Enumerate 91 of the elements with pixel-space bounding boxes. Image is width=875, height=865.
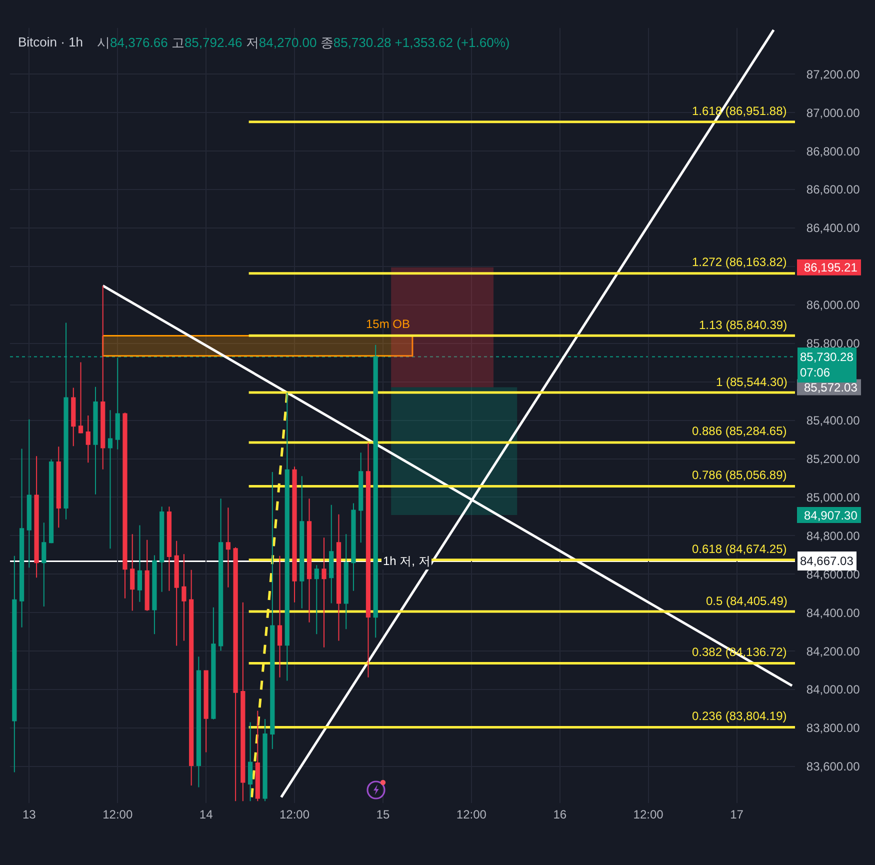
x-tick-label: 16 <box>553 807 567 822</box>
candlestick <box>248 722 253 802</box>
y-tick-label: 84,800.00 <box>806 528 860 543</box>
series-label: 1.13 (85,840.39) <box>699 318 788 332</box>
candlestick <box>270 472 275 750</box>
candlestick <box>26 418 32 568</box>
y-tick-label: 87,200.00 <box>806 67 860 82</box>
candlestick <box>34 456 39 578</box>
x-tick-label: 14 <box>199 807 214 822</box>
candlestick <box>100 285 106 470</box>
y-tick-label: 84,200.00 <box>806 644 860 658</box>
y-tick-label: 85,800.00 <box>806 336 860 351</box>
y-tick-label: 83,600.00 <box>806 760 860 774</box>
candlestick <box>262 718 268 802</box>
y2-tick-label: 84,907.30 <box>804 508 858 522</box>
y-tick-label: 85,200.00 <box>806 452 860 466</box>
x-tick-label: 15 <box>376 807 390 822</box>
candlestick <box>196 656 201 788</box>
candlestick <box>233 546 238 802</box>
candlestick <box>240 602 246 802</box>
candlestick <box>71 387 76 447</box>
candlestick <box>204 670 208 753</box>
y-tick-label: 86,400.00 <box>806 221 860 236</box>
candlestick <box>42 522 46 607</box>
candlestick <box>292 466 297 603</box>
y-tick-label: 84,400.00 <box>806 606 860 620</box>
x-tick-label: 12:00 <box>633 807 664 822</box>
candlestick <box>226 507 230 588</box>
y-tick-label: 86,600.00 <box>806 182 860 197</box>
candlestick <box>255 710 260 802</box>
candlestick <box>174 540 179 646</box>
y-tick-label: 87,000.00 <box>806 106 860 120</box>
candlestick <box>306 498 312 623</box>
candlestick <box>48 458 54 544</box>
y2-tick-label: 85,572.03 <box>804 380 858 394</box>
candlestick <box>344 534 348 630</box>
candlestick <box>314 564 319 635</box>
candlestick <box>152 554 157 635</box>
candlestick <box>166 506 172 592</box>
x-tick-label: 12:00 <box>280 807 310 822</box>
candlestick <box>358 452 364 544</box>
ref-line-label: 85,730.28 07:06 <box>800 350 854 380</box>
series-label: 0.886 (85,284.65) <box>692 424 787 438</box>
candlestick <box>284 392 290 682</box>
candlestick <box>211 606 216 720</box>
x-tick-label: 12:00 <box>102 807 133 822</box>
y-tick-label: 86,000.00 <box>806 298 860 312</box>
x-tick-label: 17 <box>730 807 744 822</box>
candlestick <box>366 442 371 678</box>
series-label: 1 (85,544.30) <box>716 375 788 389</box>
y-tick-label: 85,400.00 <box>806 414 860 428</box>
candlestick <box>137 524 142 602</box>
candlestick <box>56 446 61 528</box>
candlestick <box>122 412 128 599</box>
y-tick-label: 85,000.00 <box>806 490 860 504</box>
candlestick <box>218 498 224 652</box>
candlestick <box>336 514 342 642</box>
candlestick <box>86 415 90 464</box>
candlestick <box>182 554 186 642</box>
candlestick <box>160 506 164 592</box>
y-tick-label: 84,000.00 <box>806 682 860 697</box>
annotation: 1h 저, 저 <box>383 554 430 568</box>
series-label: 0.786 (85,056.89) <box>692 468 787 482</box>
text: 시84,376.66 고85,792.46 저84,270.00 종85,730.28 +1,353.62 (+1.60%) <box>97 35 510 50</box>
x-tick-label: 12:00 <box>456 807 487 822</box>
text: Bitcoin · 1h <box>18 34 84 50</box>
ref-line-label: 84,667.03 <box>800 554 854 568</box>
candlestick <box>108 410 113 550</box>
series-label: 15m OB <box>366 317 410 331</box>
series-label: 0.236 (83,804.19) <box>692 709 787 723</box>
candlestick <box>78 362 84 434</box>
series-label: 1.272 (86,163.82) <box>692 255 787 269</box>
candlestick <box>12 555 17 773</box>
candlestick <box>300 476 304 609</box>
candlestick <box>115 357 120 450</box>
y-tick-label: 84,600.00 <box>806 567 860 582</box>
x-tick-label: 13 <box>22 807 36 822</box>
candlestick <box>19 448 24 628</box>
y-tick-label: 83,800.00 <box>806 721 860 736</box>
candlestick <box>351 502 356 592</box>
candlestick <box>189 569 194 786</box>
candlestick <box>144 539 150 612</box>
series-label: 0.5 (84,405.49) <box>706 594 788 608</box>
y-tick-label: 86,800.00 <box>806 144 860 158</box>
candlestick <box>130 534 135 612</box>
candlestick <box>277 555 282 678</box>
candlestick <box>329 504 334 604</box>
candlestick <box>93 386 98 495</box>
candlestick <box>322 537 326 648</box>
series-label: 0.618 (84,674.25) <box>692 542 787 556</box>
y2-tick-label: 86,195.21 <box>804 260 858 275</box>
